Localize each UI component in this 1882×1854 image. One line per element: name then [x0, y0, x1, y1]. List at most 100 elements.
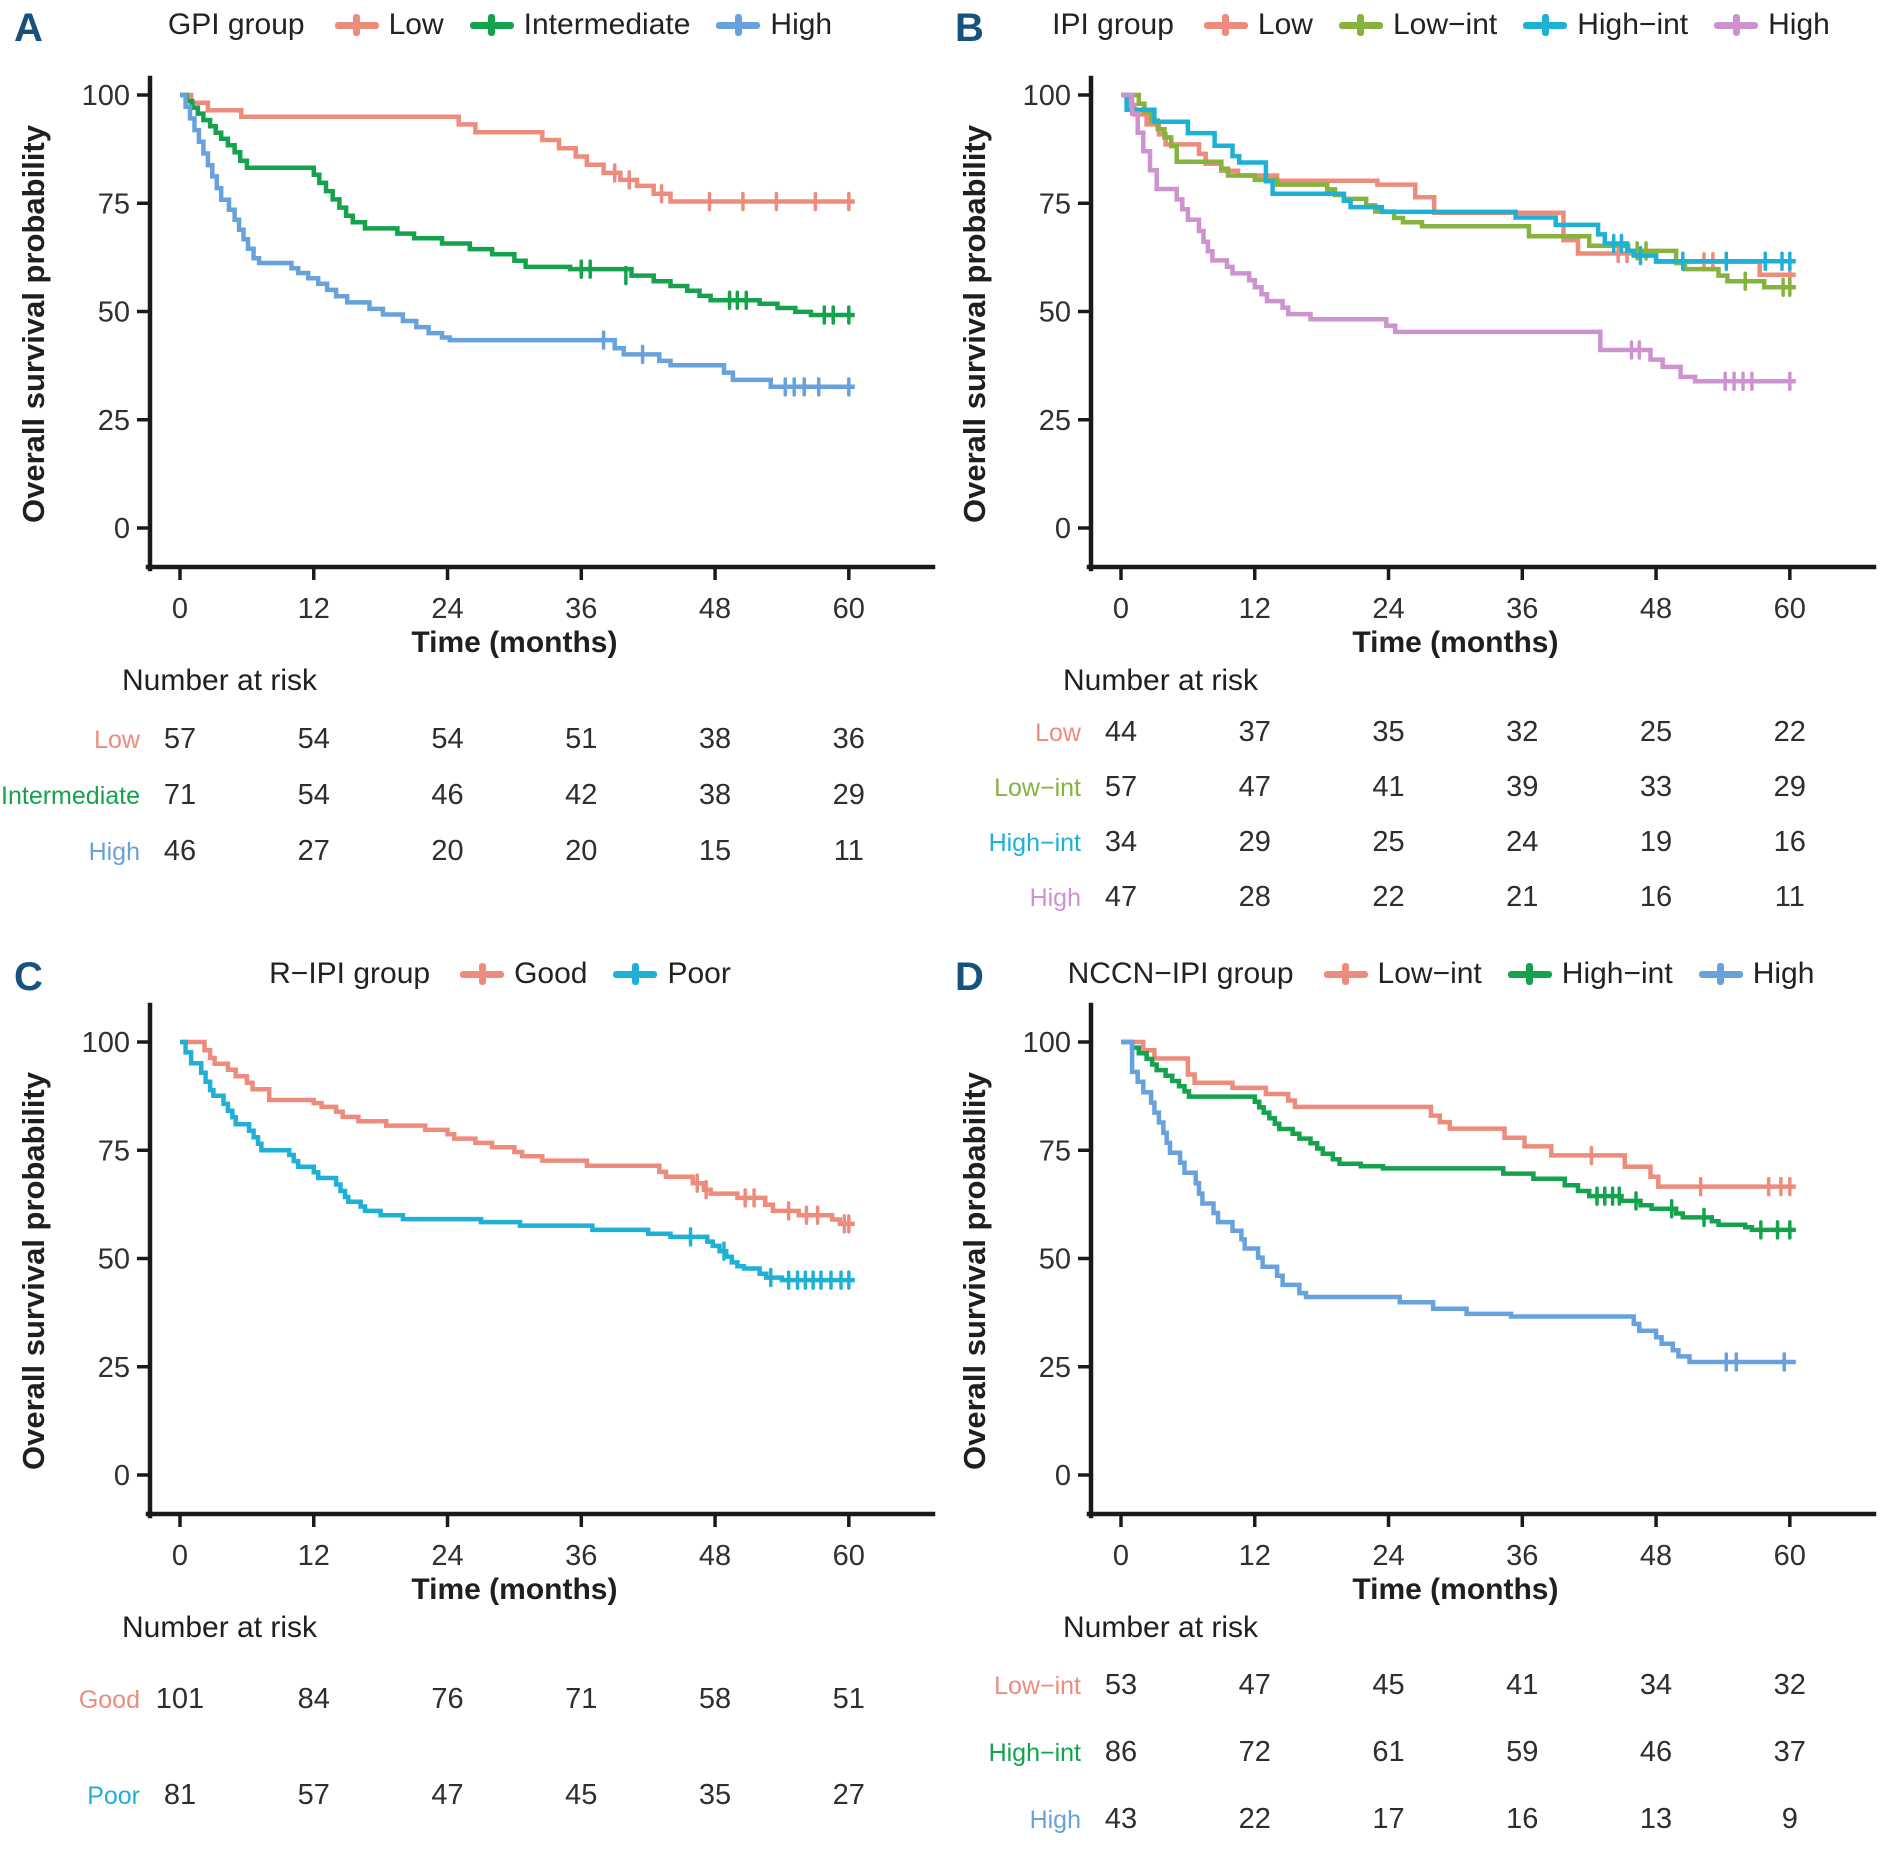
panel-a-gpi: A GPI group Low Intermediate High Overall sur…: [0, 0, 941, 927]
risk-count: 38: [699, 779, 731, 811]
x-tick-label: 48: [1640, 1540, 1672, 1572]
x-tick-label: 0: [172, 593, 188, 625]
x-tick-label: 60: [833, 1540, 865, 1572]
legend-item-label: Intermediate: [523, 8, 691, 41]
legend-item: Low: [1203, 8, 1313, 42]
x-tick-label: 24: [431, 1540, 463, 1572]
x-axis-title: Time (months): [411, 1573, 617, 1606]
legend-key-plus-icon: [469, 11, 514, 39]
y-tick-label: 50: [98, 297, 130, 329]
y-tick-label: 100: [82, 1027, 130, 1059]
legend-title: IPI group: [1052, 8, 1174, 41]
risk-count: 19: [1640, 826, 1672, 858]
risk-count: 43: [1105, 1803, 1137, 1835]
risk-count: 54: [298, 723, 330, 755]
risk-count: 16: [1774, 826, 1806, 858]
x-tick-label: 24: [1372, 1540, 1404, 1572]
risk-count: 28: [1239, 881, 1271, 913]
risk-table-title: Number at risk: [122, 664, 318, 697]
risk-count: 27: [298, 835, 330, 867]
risk-row-label: High: [1030, 1806, 1081, 1834]
legend-item: Poor: [613, 957, 731, 991]
legend: R−IPI group Good Poor: [70, 957, 930, 991]
x-tick-label: 60: [1774, 593, 1806, 625]
risk-count: 22: [1239, 1803, 1271, 1835]
risk-row-label: Low: [94, 726, 141, 754]
censor-marks-Poor: [688, 1227, 851, 1290]
y-tick-label: 50: [1039, 1244, 1071, 1276]
risk-count: 36: [833, 723, 865, 755]
panel-d-nccn-ipi: D NCCN−IPI group Low−int High−int High Overal…: [941, 927, 1882, 1854]
legend-title: R−IPI group: [269, 957, 431, 990]
risk-row-label: High−int: [989, 1739, 1081, 1767]
risk-count: 58: [699, 1683, 731, 1715]
survival-curve-High: [1121, 92, 1796, 384]
legend-item-label: High: [1752, 957, 1815, 990]
y-axis-title: Overall survival probability: [16, 1071, 51, 1470]
legend-key-plus-icon: [613, 960, 658, 988]
risk-count: 35: [699, 1779, 731, 1811]
legend-item: Intermediate: [469, 8, 691, 42]
risk-row-label: Low−int: [994, 1672, 1081, 1700]
legend-key-plus-icon: [1323, 960, 1368, 988]
legend-item-label: Low−int: [1392, 8, 1498, 41]
legend-key-plus-icon: [1507, 960, 1552, 988]
risk-count: 9: [1782, 1803, 1798, 1835]
risk-row-label: High: [89, 838, 140, 866]
y-tick-label: 75: [98, 1135, 130, 1167]
risk-count: 17: [1372, 1803, 1404, 1835]
survival-curve-Good: [180, 1039, 855, 1227]
panel-letter: C: [14, 955, 44, 999]
x-tick-label: 12: [298, 1540, 330, 1572]
y-tick-label: 25: [98, 1352, 130, 1384]
y-tick-label: 0: [114, 513, 130, 545]
legend-key-plus-icon: [716, 11, 761, 39]
risk-count: 41: [1372, 771, 1404, 803]
legend-item: Low−int: [1323, 957, 1482, 991]
x-tick-label: 12: [1239, 1540, 1271, 1572]
risk-count: 84: [298, 1683, 330, 1715]
legend-key-plus-icon: [1203, 11, 1248, 39]
legend-item-label: Low−int: [1377, 957, 1482, 990]
survival-curve-High: [180, 92, 855, 390]
legend-item-label: High−int: [1577, 8, 1689, 41]
y-tick-label: 75: [1039, 1135, 1071, 1167]
risk-count: 47: [1239, 1669, 1271, 1701]
legend-item: High: [1714, 8, 1830, 42]
y-tick-label: 50: [98, 1244, 130, 1276]
risk-count: 34: [1640, 1669, 1672, 1701]
risk-count: 101: [156, 1683, 204, 1715]
censor-marks-High: [1724, 1352, 1786, 1372]
legend-item: High: [1698, 957, 1815, 991]
risk-count: 11: [834, 835, 864, 867]
legend-item-label: Low: [1257, 8, 1313, 41]
y-tick-label: 50: [1039, 297, 1071, 329]
risk-count: 25: [1640, 716, 1672, 748]
censor-marks-High: [601, 330, 851, 397]
censor-marks-High−int: [1611, 233, 1792, 272]
risk-count: 20: [431, 835, 463, 867]
legend-key-plus-icon: [460, 960, 505, 988]
legend-item: High−int: [1507, 957, 1673, 991]
legend-key-plus-icon: [1698, 960, 1743, 988]
risk-count: 54: [431, 723, 463, 755]
censor-marks-Low: [612, 163, 851, 212]
risk-row-label: Good: [79, 1686, 140, 1714]
risk-count: 76: [431, 1683, 463, 1715]
legend-key-plus-icon: [334, 11, 379, 39]
x-tick-label: 48: [1640, 593, 1672, 625]
risk-count: 57: [298, 1779, 330, 1811]
y-axis-title: Overall survival probability: [957, 1071, 992, 1470]
panel-letter: B: [955, 6, 985, 50]
risk-count: 22: [1372, 881, 1404, 913]
panel-plot: Overall survival probability 0 25 50 75 100 0 1…: [957, 1002, 1877, 1835]
survival-curve-High: [1121, 1039, 1796, 1365]
x-tick-label: 36: [1506, 1540, 1538, 1572]
censor-marks-Intermediate: [579, 259, 851, 325]
risk-count: 45: [1372, 1669, 1404, 1701]
risk-row-label: Poor: [87, 1782, 140, 1810]
panel-plot: Overall survival probability 0 25 50 75 100 0 1…: [957, 75, 1877, 913]
risk-count: 71: [565, 1683, 597, 1715]
x-tick-label: 48: [699, 1540, 731, 1572]
